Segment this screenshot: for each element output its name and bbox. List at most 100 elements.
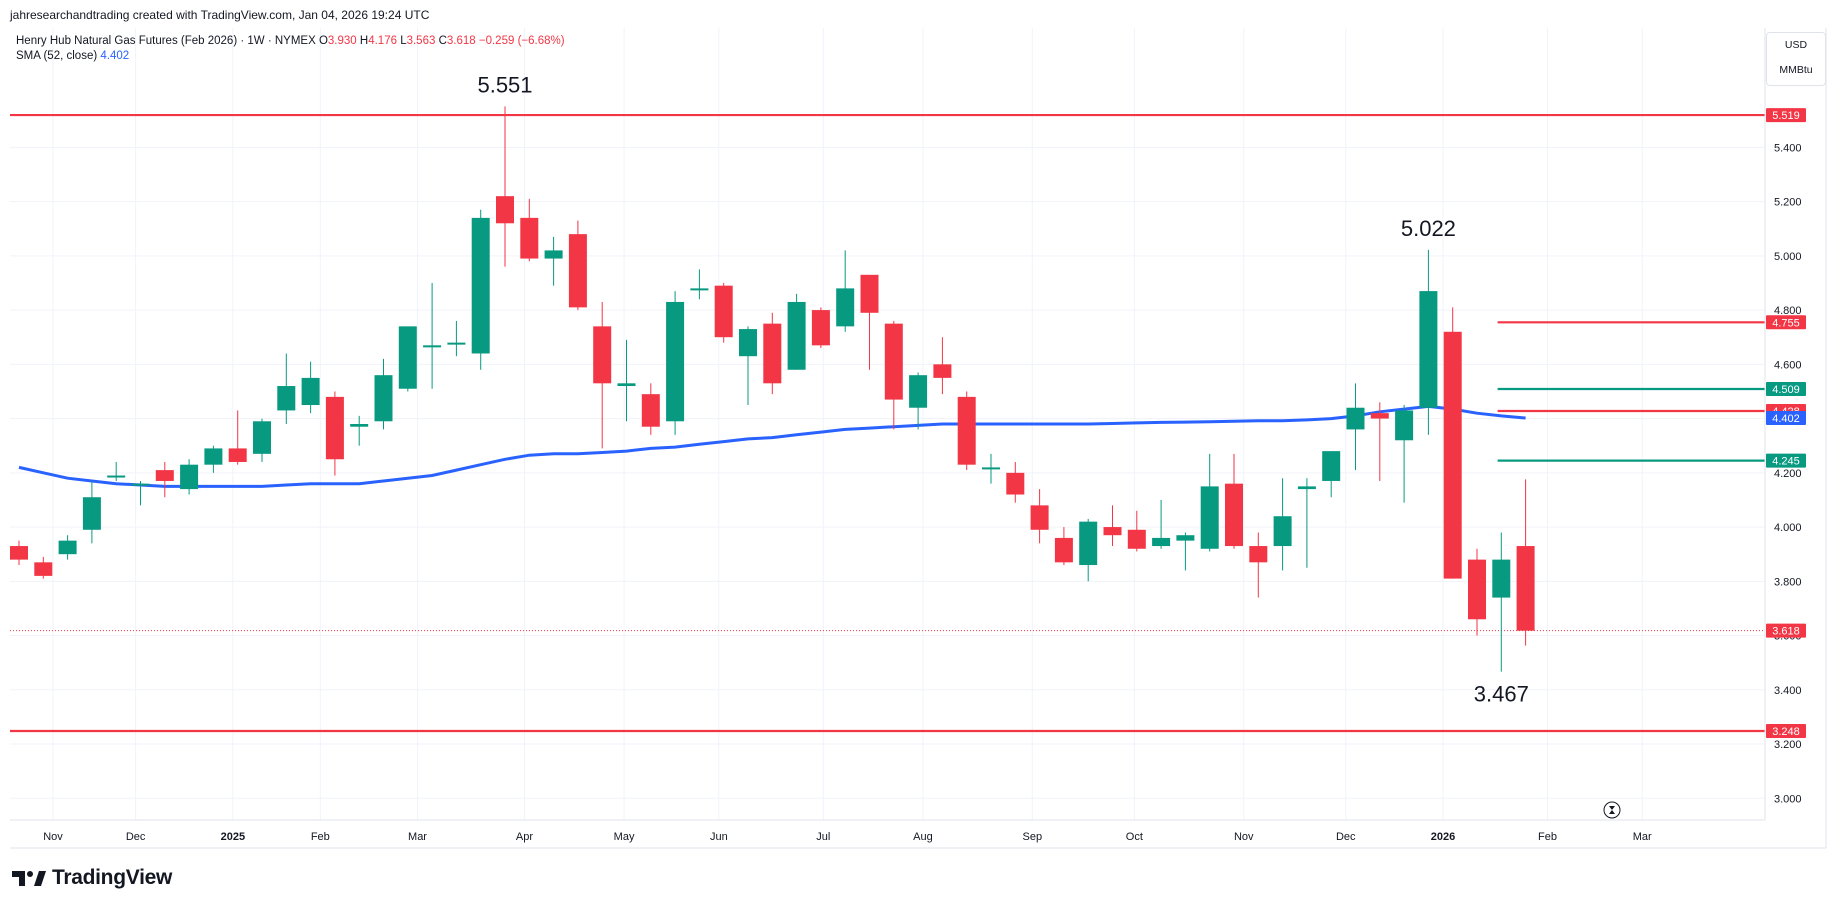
candle-body[interactable] [544, 250, 563, 259]
candle-body[interactable] [1322, 451, 1341, 481]
candle-body[interactable] [82, 497, 101, 530]
candle-body[interactable] [1492, 559, 1511, 598]
y-tick-label: 3.800 [1774, 576, 1802, 588]
sma-line [18, 404, 1526, 488]
candle-body[interactable] [228, 448, 247, 462]
candle-body[interactable] [34, 562, 53, 576]
x-tick-label: Jul [816, 831, 830, 843]
candle-body[interactable] [520, 217, 539, 259]
candle-body[interactable] [10, 546, 28, 560]
candle-body[interactable] [325, 396, 344, 460]
x-tick-label: Nov [43, 831, 63, 843]
level-price-label: 3.248 [1772, 726, 1800, 738]
candle-body[interactable] [1225, 483, 1243, 547]
low-value: 3.563 [406, 35, 436, 47]
candle-body[interactable] [1273, 516, 1292, 547]
candle-body[interactable] [617, 383, 636, 387]
candle-body[interactable] [398, 326, 417, 389]
price-unit-selector[interactable]: USD MMBtu [1766, 32, 1826, 86]
candle-body[interactable] [447, 342, 466, 345]
candle-body[interactable] [1176, 535, 1195, 541]
candle-body[interactable] [787, 301, 806, 370]
candle-body[interactable] [1030, 505, 1049, 530]
candle-body[interactable] [641, 394, 660, 427]
candle-body[interactable] [155, 470, 174, 481]
level-price-tag [1766, 108, 1806, 123]
last-price-label: 3.618 [1772, 626, 1800, 638]
candle-body[interactable] [180, 464, 199, 490]
axes-group: 3.0003.2003.4003.6003.8004.0004.2004.400… [10, 28, 1827, 849]
candle-body[interactable] [350, 424, 369, 427]
candle-body[interactable] [714, 285, 733, 338]
high-value: 4.176 [368, 35, 397, 47]
annotations-group: 5.551 5.022 3.467 [477, 72, 1528, 706]
session-clock-icon[interactable] [1603, 801, 1621, 819]
candle-body[interactable] [593, 326, 612, 384]
symbol-legend-row[interactable]: Henry Hub Natural Gas Futures (Feb 2026)… [16, 34, 565, 49]
symbol-title: Henry Hub Natural Gas Futures (Feb 2026)… [16, 35, 316, 47]
candle-body[interactable] [423, 345, 442, 348]
candle-body[interactable] [1516, 546, 1535, 631]
candle-body[interactable] [253, 421, 271, 454]
y-tick-label: 3.000 [1774, 793, 1802, 805]
level-price-tag [1766, 315, 1806, 330]
sma-price-tag [1766, 411, 1806, 426]
candle-body[interactable] [58, 540, 77, 555]
candle-body[interactable] [277, 386, 296, 411]
candle-body[interactable] [933, 364, 952, 378]
y-tick-label: 3.200 [1774, 739, 1802, 751]
y-tick-label: 5.200 [1774, 197, 1802, 209]
candle-body[interactable] [1127, 529, 1146, 549]
candle-body[interactable] [1443, 331, 1462, 579]
candle-body[interactable] [1249, 546, 1268, 563]
candle-body[interactable] [666, 301, 685, 422]
sma-value: 4.402 [100, 50, 130, 62]
tradingview-logo-icon [12, 871, 46, 886]
candle-body[interactable] [568, 234, 587, 308]
candle-body[interactable] [690, 288, 709, 291]
sma-legend-row[interactable]: SMA (52, close) 4.402 [16, 49, 565, 64]
candle-body[interactable] [374, 375, 393, 422]
x-tick-label: Mar [408, 831, 427, 843]
sma-price-label: 4.402 [1772, 413, 1800, 425]
x-tick-label: Dec [1336, 831, 1356, 843]
level-price-tag [1766, 382, 1806, 397]
candle-body[interactable] [1006, 472, 1025, 495]
candle-body[interactable] [1370, 413, 1389, 419]
candle-body[interactable] [1395, 410, 1414, 441]
tradingview-brand[interactable]: TradingView [12, 866, 172, 890]
candle-body[interactable] [1079, 521, 1098, 566]
candle-body[interactable] [1468, 559, 1486, 620]
x-tick-label: Aug [913, 831, 933, 843]
candle-body[interactable] [1200, 486, 1219, 549]
candle-body[interactable] [1054, 537, 1073, 563]
close-label: C [438, 35, 447, 47]
candle-body[interactable] [811, 310, 830, 346]
candle-body[interactable] [204, 448, 223, 465]
candle-body[interactable] [1152, 537, 1171, 547]
candle-body[interactable] [471, 217, 490, 354]
open-label: O [318, 35, 328, 47]
candle-body[interactable] [982, 467, 1000, 470]
candle-body[interactable] [107, 475, 126, 478]
close-value: 3.618 [446, 35, 476, 47]
candle-body[interactable] [496, 196, 514, 224]
candle-body[interactable] [884, 323, 903, 400]
x-tick-label: May [614, 831, 635, 843]
candle-body[interactable] [1103, 527, 1122, 536]
y-tick-label: 4.000 [1774, 522, 1802, 534]
candle-body[interactable] [909, 375, 928, 408]
candle-body[interactable] [131, 483, 150, 486]
candle-body[interactable] [1419, 291, 1438, 408]
candle-body[interactable] [860, 274, 879, 313]
candle-body[interactable] [1297, 486, 1316, 490]
candle-body[interactable] [301, 377, 320, 406]
candle-body[interactable] [836, 288, 855, 327]
candle-body[interactable] [957, 396, 976, 465]
candle-body[interactable] [739, 329, 757, 357]
y-tick-label: 3.400 [1774, 685, 1802, 697]
candle-body[interactable] [1346, 407, 1365, 430]
candle-body[interactable] [763, 323, 782, 384]
